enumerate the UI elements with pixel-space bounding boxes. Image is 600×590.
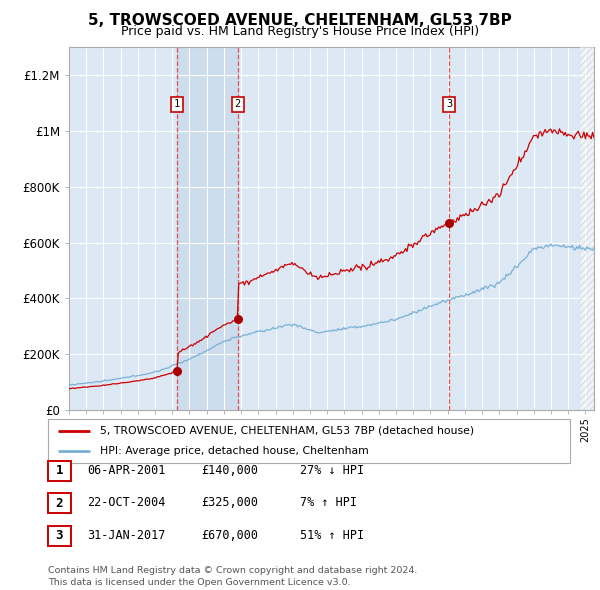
Bar [177,47,238,410]
Text: 22-OCT-2004: 22-OCT-2004 [87,496,166,509]
Text: 3: 3 [56,529,63,542]
Text: 5, TROWSCOED AVENUE, CHELTENHAM, GL53 7BP: 5, TROWSCOED AVENUE, CHELTENHAM, GL53 7B… [88,13,512,28]
Text: 06-APR-2001: 06-APR-2001 [87,464,166,477]
Text: 3: 3 [446,100,452,109]
Text: Contains HM Land Registry data © Crown copyright and database right 2024.
This d: Contains HM Land Registry data © Crown c… [48,566,418,587]
Text: 5, TROWSCOED AVENUE, CHELTENHAM, GL53 7BP (detached house): 5, TROWSCOED AVENUE, CHELTENHAM, GL53 7B… [100,426,475,436]
Text: 2: 2 [56,497,63,510]
Text: HPI: Average price, detached house, Cheltenham: HPI: Average price, detached house, Chel… [100,446,369,456]
Text: 27% ↓ HPI: 27% ↓ HPI [300,464,364,477]
Text: Price paid vs. HM Land Registry's House Price Index (HPI): Price paid vs. HM Land Registry's House … [121,25,479,38]
Text: 51% ↑ HPI: 51% ↑ HPI [300,529,364,542]
Text: £670,000: £670,000 [201,529,258,542]
Text: 1: 1 [56,464,63,477]
Text: 31-JAN-2017: 31-JAN-2017 [87,529,166,542]
Text: £325,000: £325,000 [201,496,258,509]
Text: £140,000: £140,000 [201,464,258,477]
Text: 7% ↑ HPI: 7% ↑ HPI [300,496,357,509]
Text: 2: 2 [235,100,241,109]
Text: 1: 1 [174,100,180,109]
